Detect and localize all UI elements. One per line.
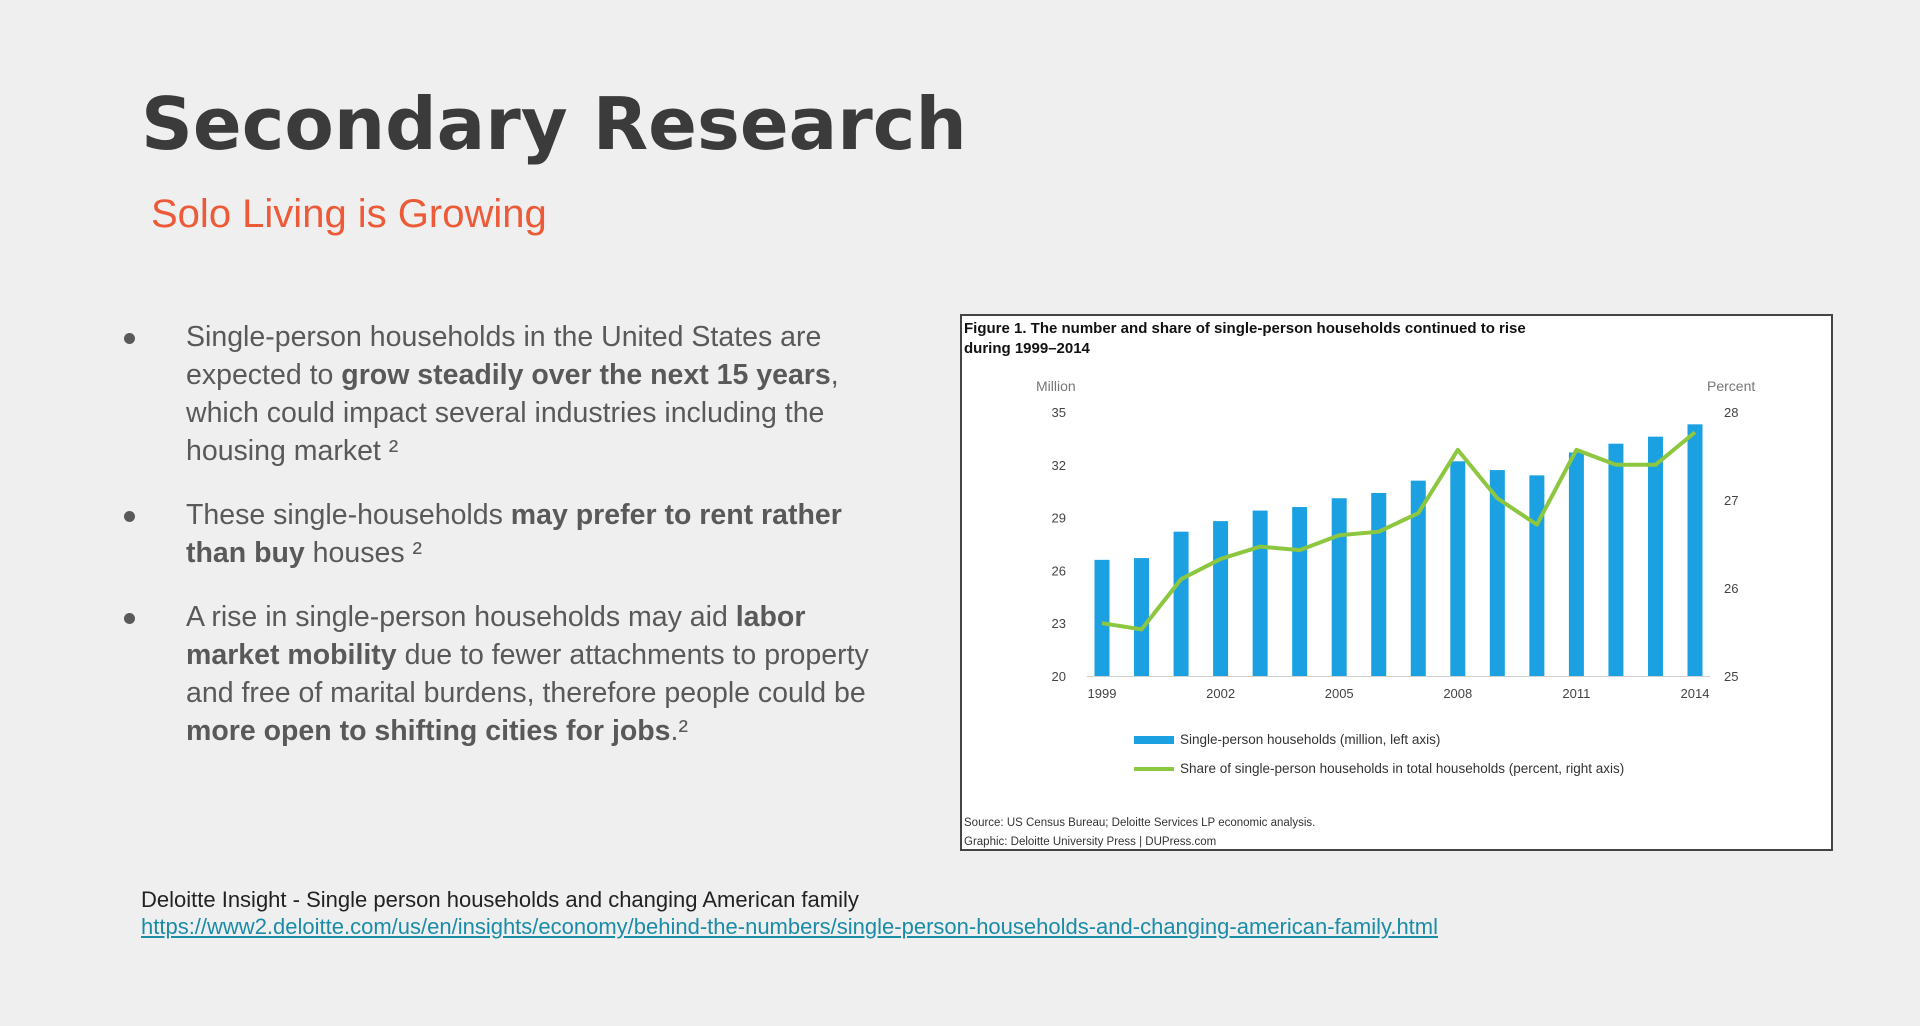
bullet-text-normal: A rise in single-person households may a… — [186, 601, 736, 633]
bullet-item: Single-person households in the United S… — [120, 318, 900, 470]
bullet-dot-icon — [124, 511, 135, 522]
legend-bar-swatch — [1134, 736, 1174, 744]
legend: Single-person households (million, left … — [1134, 732, 1624, 776]
chart-figure: Figure 1. The number and share of single… — [960, 314, 1833, 851]
bullet-list: Single-person households in the United S… — [120, 318, 900, 776]
x-tick-label: 2008 — [1443, 686, 1472, 701]
legend-line-label: Share of single-person households in tot… — [1180, 761, 1624, 776]
bar — [1608, 443, 1624, 676]
bar — [1489, 470, 1505, 676]
bullet-text-normal: due to fewer attachments to property and… — [186, 639, 869, 709]
page-title: Secondary Research — [141, 82, 967, 166]
figure-title-line-1: Figure 1. The number and share of single… — [964, 320, 1526, 337]
bar — [1529, 475, 1545, 676]
y-tick-label-left: 23 — [1052, 616, 1066, 631]
y-tick-label-left: 26 — [1052, 563, 1066, 578]
x-tick-label: 2011 — [1562, 686, 1590, 701]
bar — [1450, 461, 1466, 676]
y-tick-label-left: 29 — [1052, 511, 1066, 526]
bullet-text-normal: These single-households — [186, 499, 511, 531]
x-tick-label: 2002 — [1206, 686, 1235, 701]
series-line — [1101, 430, 1697, 632]
x-tick-label: 2014 — [1681, 686, 1710, 701]
y-tick-label-right: 25 — [1724, 669, 1738, 684]
y-tick-label-left: 32 — [1052, 458, 1066, 473]
bar — [1094, 559, 1110, 676]
bar — [1687, 424, 1703, 676]
figure-title-line-2: during 1999–2014 — [964, 340, 1091, 357]
bar — [1292, 507, 1308, 676]
bar — [1252, 510, 1268, 676]
bar — [1134, 558, 1150, 676]
bar — [1331, 498, 1347, 676]
plot-area: 20 23 26 29 32 35 25 26 27 28 1999 2002 2005 2008 2011… — [1052, 405, 1739, 701]
source-citation: Deloitte Insight - Single person househo… — [141, 886, 1438, 940]
y-tick-label-left: 35 — [1052, 405, 1066, 420]
bar — [1647, 436, 1663, 676]
bar — [1371, 492, 1387, 676]
y-tick-label-right: 27 — [1724, 493, 1738, 508]
bullet-dot-icon — [124, 613, 135, 624]
bullet-text-bold: may prefer to rent rather than buy — [186, 499, 842, 569]
bar — [1213, 521, 1229, 676]
x-tick-label: 1999 — [1088, 686, 1117, 701]
bullet-text-normal: Single-person households in the United S… — [186, 321, 822, 391]
bar — [1410, 480, 1426, 676]
bar — [1568, 452, 1584, 676]
bullet-text-normal: , which could impact several industries … — [186, 359, 839, 467]
y-tick-label-left: 20 — [1052, 669, 1066, 684]
chart-svg: Figure 1. The number and share of single… — [964, 320, 1755, 848]
figure-graphic-credit: Graphic: Deloitte University Press | DUP… — [964, 836, 1216, 848]
bullet-text-bold: grow steadily over the next 15 years — [341, 359, 831, 391]
bullet-text-bold: more open to shifting cities for jobs — [186, 715, 671, 747]
bullet-item: These single-households may prefer to re… — [120, 496, 900, 572]
y-tick-label-right: 26 — [1724, 581, 1738, 596]
bullet-item: A rise in single-person households may a… — [120, 598, 900, 750]
legend-bar-label: Single-person households (million, left … — [1180, 732, 1440, 747]
bullet-text-bold: labor market mobility — [186, 601, 806, 671]
figure-source-text: Source: US Census Bureau; Deloitte Servi… — [964, 817, 1315, 829]
source-label: Deloitte Insight - Single person househo… — [141, 887, 859, 912]
x-tick-label: 2005 — [1325, 686, 1354, 701]
y-tick-label-right: 28 — [1724, 405, 1738, 420]
page-subtitle: Solo Living is Growing — [151, 192, 547, 236]
bullet-text-normal: houses ² — [304, 537, 422, 569]
y-axis-label-right: Percent — [1707, 378, 1755, 394]
bar — [1173, 531, 1189, 676]
y-axis-label-left: Million — [1036, 378, 1076, 394]
bullet-dot-icon — [124, 333, 135, 344]
source-link[interactable]: https://www2.deloitte.com/us/en/insights… — [141, 914, 1439, 939]
bullet-text-normal: .² — [670, 715, 688, 747]
